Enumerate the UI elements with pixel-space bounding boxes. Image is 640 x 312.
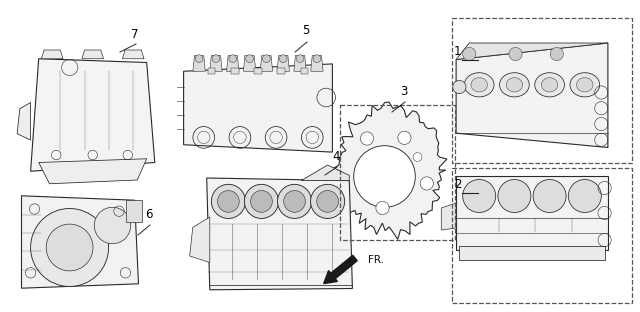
Polygon shape bbox=[227, 56, 239, 71]
Circle shape bbox=[498, 179, 531, 212]
Circle shape bbox=[313, 55, 321, 62]
Circle shape bbox=[310, 184, 345, 218]
Circle shape bbox=[463, 47, 476, 61]
Ellipse shape bbox=[500, 73, 529, 97]
Circle shape bbox=[354, 146, 415, 207]
Bar bbox=[207, 68, 216, 74]
Circle shape bbox=[218, 191, 239, 212]
Text: 1: 1 bbox=[454, 45, 461, 58]
Polygon shape bbox=[38, 159, 147, 184]
Bar bbox=[452, 168, 632, 303]
Polygon shape bbox=[82, 50, 104, 59]
Polygon shape bbox=[42, 50, 63, 59]
Polygon shape bbox=[243, 56, 256, 71]
Circle shape bbox=[211, 184, 246, 218]
Polygon shape bbox=[460, 246, 605, 260]
Circle shape bbox=[398, 131, 411, 144]
Polygon shape bbox=[210, 56, 222, 71]
Polygon shape bbox=[31, 59, 155, 171]
Circle shape bbox=[376, 201, 389, 215]
Circle shape bbox=[278, 184, 312, 218]
Bar bbox=[340, 105, 455, 240]
Circle shape bbox=[251, 191, 272, 212]
Circle shape bbox=[317, 191, 339, 212]
Circle shape bbox=[246, 55, 253, 62]
Circle shape bbox=[284, 191, 305, 212]
Ellipse shape bbox=[541, 78, 558, 92]
Text: 5: 5 bbox=[302, 24, 309, 37]
Circle shape bbox=[31, 208, 109, 286]
FancyArrow shape bbox=[324, 255, 357, 284]
Ellipse shape bbox=[506, 78, 523, 92]
Polygon shape bbox=[189, 217, 210, 262]
Circle shape bbox=[280, 55, 287, 62]
Polygon shape bbox=[125, 200, 143, 222]
Polygon shape bbox=[277, 56, 289, 71]
Circle shape bbox=[244, 184, 278, 218]
Circle shape bbox=[46, 224, 93, 271]
Circle shape bbox=[550, 47, 563, 61]
Text: 4: 4 bbox=[332, 150, 339, 163]
Polygon shape bbox=[294, 56, 307, 71]
Circle shape bbox=[212, 55, 220, 62]
Circle shape bbox=[509, 47, 522, 61]
Polygon shape bbox=[184, 64, 332, 152]
Polygon shape bbox=[441, 203, 456, 230]
Text: 7: 7 bbox=[131, 28, 138, 41]
Circle shape bbox=[229, 55, 237, 62]
Bar bbox=[452, 18, 632, 163]
Polygon shape bbox=[301, 165, 349, 181]
Bar bbox=[277, 68, 285, 74]
Polygon shape bbox=[260, 56, 273, 71]
Ellipse shape bbox=[465, 73, 494, 97]
Ellipse shape bbox=[570, 73, 600, 97]
Circle shape bbox=[413, 153, 422, 161]
Circle shape bbox=[533, 179, 566, 212]
Ellipse shape bbox=[471, 78, 488, 92]
Ellipse shape bbox=[453, 80, 466, 94]
Text: 3: 3 bbox=[400, 85, 408, 98]
Circle shape bbox=[296, 55, 304, 62]
Circle shape bbox=[94, 207, 131, 244]
Polygon shape bbox=[207, 178, 353, 290]
Polygon shape bbox=[333, 102, 447, 239]
Circle shape bbox=[262, 55, 270, 62]
Text: 2: 2 bbox=[454, 178, 461, 191]
Polygon shape bbox=[310, 56, 323, 71]
Polygon shape bbox=[456, 43, 608, 60]
Circle shape bbox=[463, 179, 496, 212]
Bar bbox=[254, 68, 262, 74]
Text: 6: 6 bbox=[145, 208, 152, 221]
Polygon shape bbox=[17, 103, 31, 140]
Bar bbox=[301, 68, 308, 74]
Circle shape bbox=[195, 55, 203, 62]
Circle shape bbox=[420, 177, 433, 190]
Polygon shape bbox=[456, 43, 608, 148]
Polygon shape bbox=[456, 176, 608, 250]
Circle shape bbox=[568, 179, 602, 212]
Polygon shape bbox=[122, 50, 144, 59]
Polygon shape bbox=[193, 56, 205, 71]
Circle shape bbox=[360, 132, 374, 145]
Ellipse shape bbox=[577, 78, 593, 92]
Text: FR.: FR. bbox=[368, 255, 384, 265]
Bar bbox=[231, 68, 239, 74]
Ellipse shape bbox=[535, 73, 564, 97]
Polygon shape bbox=[22, 196, 138, 288]
